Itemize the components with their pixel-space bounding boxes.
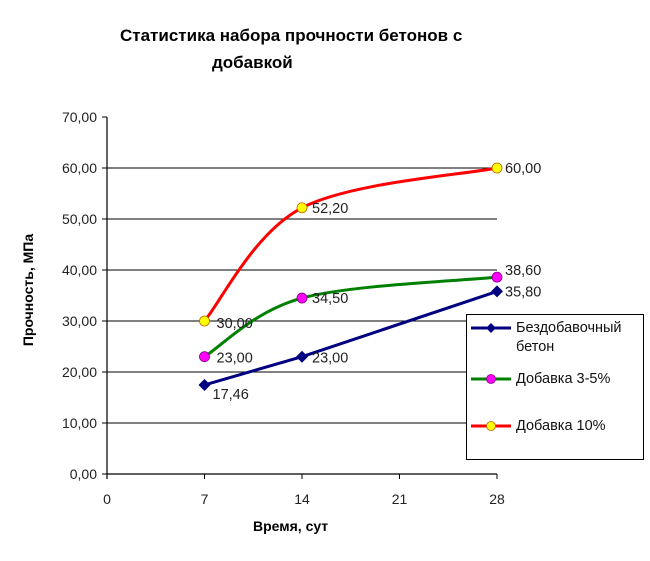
x-tick-label: 0	[103, 491, 111, 507]
legend-marker-diamond-icon	[471, 323, 511, 333]
data-point-marker	[198, 378, 211, 391]
data-label: 23,00	[312, 351, 348, 367]
x-tick-label: 7	[201, 491, 209, 507]
y-tick-label: 30,00	[62, 313, 97, 329]
data-point-marker	[491, 285, 503, 298]
x-axis-title: Время, сут	[253, 518, 329, 534]
data-label: 38,60	[505, 263, 541, 279]
data-point-marker	[199, 351, 210, 363]
series-line	[203, 166, 498, 322]
data-point-marker	[491, 271, 503, 283]
data-point-marker	[296, 350, 308, 363]
data-label: 30,00	[217, 316, 253, 332]
y-tick-label: 20,00	[62, 364, 97, 380]
x-tick-label: 21	[392, 491, 408, 507]
series-line	[203, 275, 498, 358]
chart-title-line-1: Статистика набора прочности бетонов с	[120, 26, 463, 45]
y-axis-title: Прочность, МПа	[20, 233, 36, 347]
data-label: 35,80	[505, 284, 541, 300]
data-label: 60,00	[505, 161, 541, 177]
legend-marker-circle-icon	[471, 374, 511, 384]
data-label: 34,50	[312, 291, 348, 307]
axes: 0,00 10,00 20,00 30,00 40,00 50,00 60,00 70,00 0…	[62, 109, 505, 507]
data-label: 17,46	[213, 387, 249, 403]
y-tick-label: 70,00	[62, 109, 97, 125]
data-point-marker	[296, 202, 308, 214]
x-tick-label: 14	[294, 491, 310, 507]
data-point-marker	[296, 292, 308, 304]
y-tick-label: 0,00	[70, 466, 97, 482]
series-lines	[198, 162, 503, 391]
data-label: 23,00	[217, 351, 253, 367]
data-labels: 17,46 23,00 35,80 23,00 34,50 38,60 30,00 52,20…	[213, 161, 542, 403]
gridlines	[107, 167, 497, 424]
x-tick-label: 28	[489, 491, 505, 507]
legend-label: Бездобавочный бетон	[516, 320, 622, 355]
y-tick-label: 50,00	[62, 211, 97, 227]
y-tick-label: 40,00	[62, 262, 97, 278]
legend-label: Добавка 3-5%	[516, 371, 611, 387]
data-label: 52,20	[312, 201, 348, 217]
y-tick-label: 60,00	[62, 160, 97, 176]
y-tick-label: 10,00	[62, 415, 97, 431]
data-point-marker	[199, 315, 210, 327]
legend: Бездобавочный бетон Добавка 3-5% Добавка…	[466, 314, 644, 460]
series-line	[204, 289, 498, 387]
data-point-marker	[491, 162, 503, 174]
chart-title-line-2: добавкой	[212, 53, 293, 72]
legend-marker-circle-icon	[471, 421, 511, 431]
legend-label: Добавка 10%	[516, 418, 606, 434]
